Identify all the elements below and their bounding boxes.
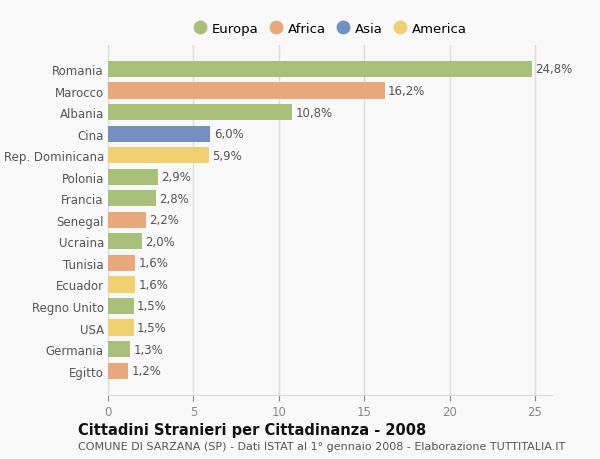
Text: 6,0%: 6,0%: [214, 128, 244, 141]
Bar: [108, 83, 385, 100]
Text: 2,0%: 2,0%: [146, 235, 175, 248]
Text: COMUNE DI SARZANA (SP) - Dati ISTAT al 1° gennaio 2008 - Elaborazione TUTTITALIA: COMUNE DI SARZANA (SP) - Dati ISTAT al 1…: [78, 441, 565, 451]
Text: 1,5%: 1,5%: [137, 321, 167, 334]
Bar: [108, 341, 130, 358]
Bar: [108, 255, 136, 271]
Text: 2,2%: 2,2%: [149, 214, 179, 227]
Bar: [108, 62, 532, 78]
Bar: [108, 148, 209, 164]
Legend: Europa, Africa, Asia, America: Europa, Africa, Asia, America: [188, 17, 472, 41]
Text: 5,9%: 5,9%: [212, 149, 242, 162]
Text: Cittadini Stranieri per Cittadinanza - 2008: Cittadini Stranieri per Cittadinanza - 2…: [78, 422, 426, 437]
Text: 1,5%: 1,5%: [137, 300, 167, 313]
Text: 2,8%: 2,8%: [159, 192, 189, 205]
Bar: [108, 234, 142, 250]
Bar: [108, 169, 158, 185]
Bar: [108, 191, 156, 207]
Text: 1,3%: 1,3%: [134, 343, 163, 356]
Text: 24,8%: 24,8%: [535, 63, 572, 76]
Bar: [108, 298, 134, 314]
Text: 10,8%: 10,8%: [296, 106, 333, 119]
Bar: [108, 320, 134, 336]
Bar: [108, 212, 146, 229]
Text: 1,6%: 1,6%: [139, 257, 169, 270]
Bar: [108, 105, 292, 121]
Text: 2,9%: 2,9%: [161, 171, 191, 184]
Bar: [108, 363, 128, 379]
Bar: [108, 126, 211, 142]
Text: 16,2%: 16,2%: [388, 85, 425, 98]
Bar: [108, 277, 136, 293]
Text: 1,2%: 1,2%: [132, 364, 162, 377]
Text: 1,6%: 1,6%: [139, 278, 169, 291]
